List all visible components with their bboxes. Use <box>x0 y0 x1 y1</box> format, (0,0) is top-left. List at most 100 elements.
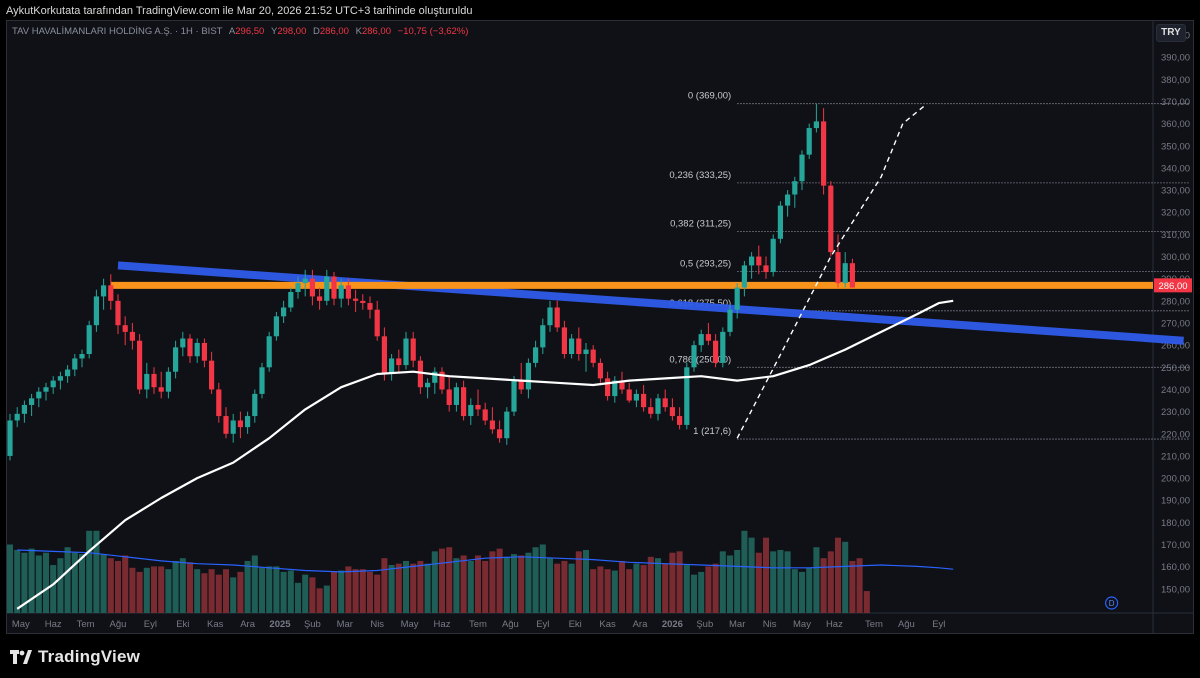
candle-body <box>785 194 791 206</box>
candle-body <box>180 338 186 348</box>
candle-body <box>295 283 301 292</box>
volume-bar <box>453 558 460 613</box>
volume-moving-average <box>17 549 954 573</box>
volume-bar <box>597 566 604 613</box>
volume-bar <box>194 569 201 613</box>
dashed-swing-line <box>736 105 925 439</box>
candle-body <box>518 380 524 390</box>
candle-body <box>144 373 150 390</box>
volume-bar <box>7 544 14 613</box>
current-price-label: 286,00 <box>1158 281 1187 292</box>
volume-bar <box>489 551 496 613</box>
volume-bar <box>762 537 770 613</box>
volume-bar <box>100 554 107 613</box>
volume-bar <box>266 566 273 613</box>
x-tick-label: Şub <box>696 619 713 630</box>
candle-body <box>43 387 49 392</box>
x-tick-label: Tem <box>77 619 95 630</box>
candle-body <box>792 181 798 195</box>
currency-button[interactable]: TRY <box>1156 24 1186 42</box>
candle-body <box>230 420 236 434</box>
volume-bar <box>129 567 136 613</box>
price-chart[interactable]: 150,00 160,00 170,00 180,00 190,00 200,00 210,… <box>7 21 1193 633</box>
volume-bar <box>820 558 827 613</box>
candle-body <box>122 325 128 332</box>
candle-body <box>547 307 553 326</box>
legend-low-key: D <box>313 26 320 37</box>
candle-body <box>763 265 769 273</box>
y-tick-label: 210,00 <box>1161 451 1190 462</box>
candle-body <box>259 367 265 394</box>
volume-bar <box>42 552 50 613</box>
candle-body <box>669 407 675 417</box>
y-tick-label: 310,00 <box>1161 230 1190 241</box>
tradingview-logo-text: TradingView <box>38 647 141 666</box>
candle-body <box>201 342 207 361</box>
candle-body <box>338 285 344 299</box>
candle-body <box>461 387 467 417</box>
volume-bar <box>863 591 870 613</box>
legend-high-key: Y <box>270 26 278 37</box>
candle-body <box>252 393 258 417</box>
candle-body <box>151 373 157 388</box>
y-tick-label: 190,00 <box>1161 496 1190 507</box>
candle-body <box>821 121 827 186</box>
symbol-legend[interactable]: TAV HAVALİMANLARI HOLDİNG A.Ş. · 1H · BI… <box>12 26 468 37</box>
candle-body <box>345 285 351 299</box>
candle-body <box>597 362 603 379</box>
fib-level-label: 0,236 (333,25) <box>669 170 731 181</box>
candle-body <box>482 409 488 421</box>
candle-body <box>583 349 589 355</box>
tradingview-logo[interactable]: TradingView <box>10 647 140 667</box>
volume-bar <box>294 582 302 613</box>
volume-bar <box>345 566 352 613</box>
volume-bar <box>496 548 503 613</box>
candles <box>7 103 855 461</box>
candle-body <box>57 376 63 381</box>
volume-bar <box>208 569 215 613</box>
x-tick-label: Kas <box>207 619 224 630</box>
candle-body <box>741 265 747 288</box>
y-tick-label: 350,00 <box>1161 141 1190 152</box>
volume-bar <box>518 555 525 613</box>
volume-bar <box>215 574 222 613</box>
volume-bar <box>395 563 402 613</box>
volume-bar <box>856 558 863 613</box>
x-tick-label: May <box>401 619 419 630</box>
candle-body <box>367 303 373 310</box>
volume-bar <box>748 537 755 613</box>
x-tick-label: Ağu <box>110 619 127 630</box>
volume-bar <box>330 571 338 613</box>
y-tick-label: 270,00 <box>1161 319 1190 330</box>
x-tick-label: Ara <box>240 619 256 630</box>
volume-bar <box>222 569 230 613</box>
volume-bar <box>604 569 611 613</box>
volume-bar <box>777 549 784 613</box>
candle-body <box>396 358 402 366</box>
candle-body <box>237 420 243 428</box>
volume-bar <box>726 555 734 613</box>
volume-bar <box>806 567 813 613</box>
chart-frame[interactable]: 150,00 160,00 170,00 180,00 190,00 200,00 210,… <box>6 20 1194 634</box>
volume-bar <box>302 574 309 613</box>
y-tick-label: 250,00 <box>1161 363 1190 374</box>
volume-bar <box>316 588 323 613</box>
volume-bar <box>57 558 64 613</box>
x-tick-label: Eki <box>176 619 189 630</box>
candle-body <box>410 338 416 361</box>
candle-body <box>209 360 215 390</box>
candle-body <box>115 300 121 326</box>
volume-bar <box>388 565 395 613</box>
candle-body <box>403 338 409 366</box>
volume-bar <box>539 544 546 613</box>
volume-bar <box>827 551 834 613</box>
volume-bar <box>582 549 590 613</box>
volume-bar <box>618 560 626 613</box>
candle-body <box>79 354 85 359</box>
volume-bar <box>568 563 575 613</box>
volume-bar <box>633 563 640 613</box>
volume-bar <box>244 560 251 613</box>
candle-body <box>21 404 27 414</box>
candle-body <box>324 276 330 301</box>
candle-body <box>576 338 582 355</box>
